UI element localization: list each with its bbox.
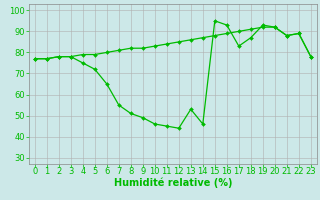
X-axis label: Humidité relative (%): Humidité relative (%) (114, 178, 232, 188)
